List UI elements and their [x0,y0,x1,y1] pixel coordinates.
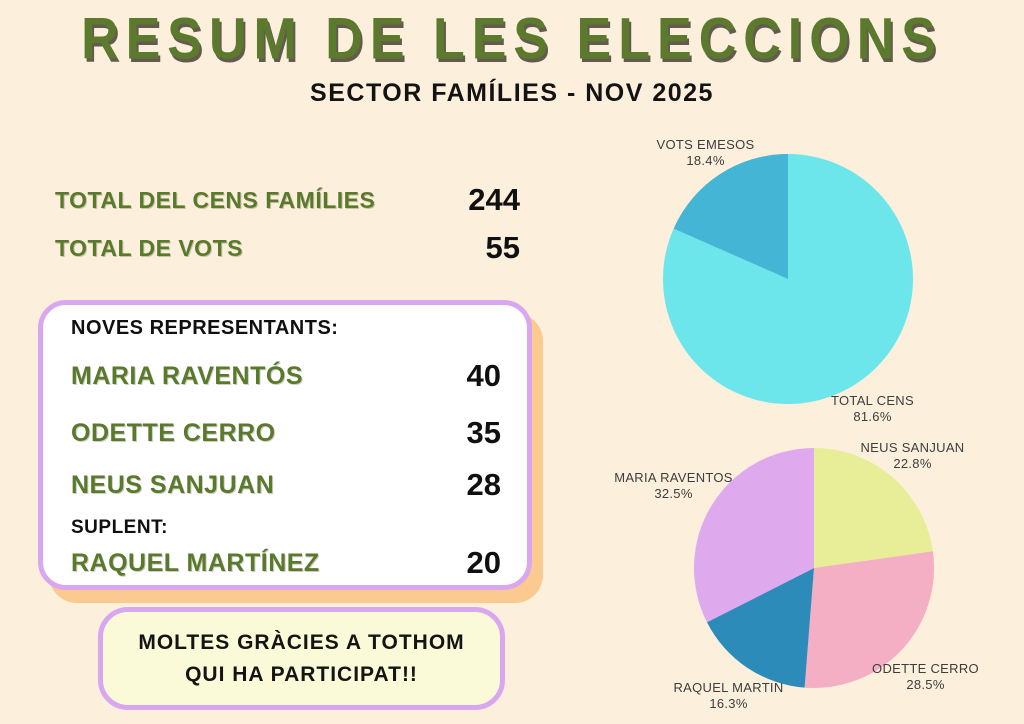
header: RESUM DE LES ELECCIONS SECTOR FAMÍLIES -… [0,6,1024,108]
pie-label-text: TOTAL CENS [831,393,914,408]
substitute-heading: SUPLENT: [71,517,168,538]
representatives-card: NOVES REPRESENTANTS: MARIA RAVENTÓS 40 O… [38,300,532,590]
pie-slice-odette-cerro [804,551,934,688]
rep-votes: 20 [466,545,501,580]
pie-label-pct: 81.6% [853,409,892,424]
cens-value: 244 [468,182,520,217]
pie-label-text: NEUS SANJUAN [860,440,965,455]
totals-section: TOTAL DEL CENS FAMÍLIES 244 TOTAL DE VOT… [55,180,520,276]
rep-votes: 40 [466,358,501,393]
page-subtitle: SECTOR FAMÍLIES - NOV 2025 [310,79,714,108]
stat-row-cens: TOTAL DEL CENS FAMÍLIES 244 [55,180,520,220]
pie-label-maria-raventos: MARIA RAVENTOS 32.5% [606,470,741,502]
participation-pie-chart [663,154,913,404]
rep-row-maria: MARIA RAVENTÓS 40 [71,358,501,394]
pie-label-vots-emesos: VOTS EMESOS 18.4% [638,137,773,169]
rep-row-odette: ODETTE CERRO 35 [71,415,501,451]
pie-slice-vots-emesos [673,154,788,279]
pie-slice-neus-sanjuan [814,448,933,568]
thanks-line-1: MOLTES GRÀCIES A TOTHOM [138,630,465,654]
pie-label-pct: 32.5% [654,486,693,501]
pie-label-pct: 16.3% [709,696,748,711]
rep-name: RAQUEL MARTÍNEZ [71,548,320,577]
pie-label-pct: 22.8% [893,456,932,471]
pie-label-pct: 28.5% [906,677,945,692]
vots-label: TOTAL DE VOTS [55,234,243,261]
pie-label-text: RAQUEL MARTIN [673,680,784,695]
pie-label-neus-sanjuan: NEUS SANJUAN 22.8% [845,440,980,472]
pie-slice-raquel-martin [706,568,814,688]
pie-slice-total-cens [663,154,913,404]
page-title: RESUM DE LES ELECCIONS [81,6,943,72]
rep-name: MARIA RAVENTÓS [71,361,303,390]
stat-row-vots: TOTAL DE VOTS 55 [55,228,520,268]
thanks-line-2: QUI HA PARTICIPAT!! [185,662,418,686]
rep-votes: 35 [466,415,501,450]
rep-row-neus: NEUS SANJUAN 28 [71,467,501,503]
representatives-heading: NOVES REPRESENTANTS: [71,317,339,339]
candidates-pie-chart [694,448,934,688]
vots-value: 55 [485,230,520,265]
pie-label-odette-cerro: ODETTE CERRO 28.5% [858,661,993,693]
pie-label-raquel-martin: RAQUEL MARTIN 16.3% [661,680,796,712]
rep-votes: 28 [466,467,501,502]
rep-name: NEUS SANJUAN [71,470,275,499]
pie-label-pct: 18.4% [686,153,725,168]
rep-row-raquel: RAQUEL MARTÍNEZ 20 [71,545,501,581]
pie-slice-maria-raventos [694,448,814,623]
pie-label-text: MARIA RAVENTOS [614,470,733,485]
pie-label-total-cens: TOTAL CENS 81.6% [805,393,940,425]
thanks-banner: MOLTES GRÀCIES A TOTHOM QUI HA PARTICIPA… [98,607,505,710]
cens-label: TOTAL DEL CENS FAMÍLIES [55,186,376,213]
rep-name: ODETTE CERRO [71,418,276,447]
pie-label-text: VOTS EMESOS [656,137,755,152]
pie-label-text: ODETTE CERRO [872,661,979,676]
